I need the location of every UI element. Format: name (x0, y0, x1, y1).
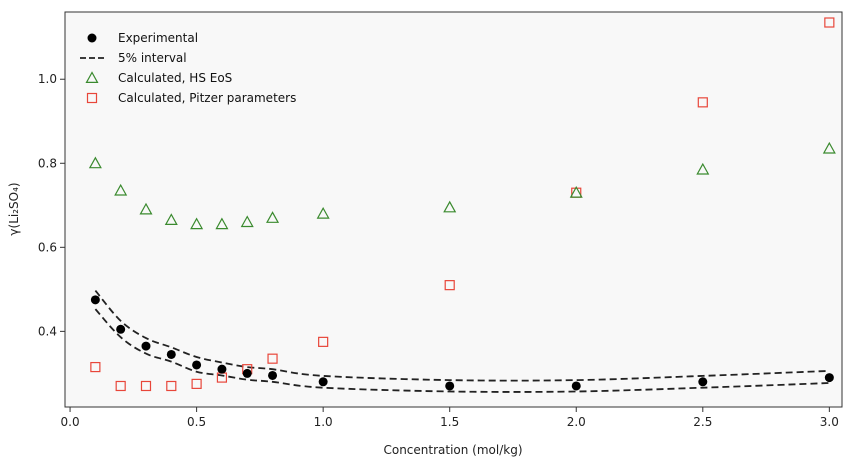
hs-eos-point (240, 215, 254, 228)
interval-line-upper (94, 290, 830, 382)
hs-eos-point (266, 211, 280, 223)
hs-eos-point (822, 141, 836, 154)
legend-entry: 5% interval (118, 51, 187, 65)
pitzer-point (318, 336, 329, 347)
experimental-point (217, 364, 227, 374)
y-tick-label: 1.0 (38, 72, 57, 86)
legend-marker (87, 33, 97, 43)
experimental-point (698, 377, 708, 387)
hs-eos-point (164, 213, 178, 226)
legend-entry: Experimental (118, 31, 198, 45)
x-axis-ticks: 0.0 0.5 1.0 1.5 2.0 2.5 3.0 (61, 407, 839, 429)
pitzer-point (191, 378, 202, 389)
interval-lines (94, 290, 830, 393)
experimental-point (141, 341, 151, 351)
x-tick-label: 1.5 (440, 415, 459, 429)
experimental-point (242, 368, 252, 378)
pitzer-point (697, 97, 708, 108)
experimental-point (824, 373, 834, 383)
legend-entry: Calculated, HS EoS (118, 71, 232, 85)
x-tick-label: 0.5 (187, 415, 206, 429)
y-tick-label: 0.4 (38, 324, 57, 338)
hs-eos-point (190, 217, 204, 230)
experimental-point (268, 370, 278, 380)
legend-marker (86, 92, 98, 104)
x-tick-label: 1.0 (314, 415, 333, 429)
hs-eos-point (88, 156, 102, 169)
x-tick-label: 2.5 (693, 415, 712, 429)
pitzer-point (140, 380, 152, 392)
experimental-point (166, 349, 176, 359)
legend-marker (85, 71, 99, 84)
pitzer-point (824, 17, 835, 28)
pitzer-point (90, 361, 101, 373)
y-tick-label: 0.8 (38, 156, 57, 170)
legend: Experimental 5% interval Calculated, HS Eo… (80, 31, 296, 105)
data-points (88, 17, 836, 392)
hs-eos-point (569, 185, 583, 198)
experimental-point (90, 295, 100, 305)
y-axis-label: γ(Li₂SO₄) (7, 182, 21, 235)
experimental-point (192, 360, 202, 370)
x-tick-label: 3.0 (820, 415, 839, 429)
hs-eos-point (316, 206, 330, 219)
experimental-point (445, 381, 455, 391)
hs-eos-point (114, 183, 128, 196)
experimental-point (318, 377, 328, 387)
legend-entry: Calculated, Pitzer parameters (118, 91, 296, 105)
pitzer-point (267, 353, 278, 364)
pitzer-point (166, 380, 177, 392)
pitzer-point (444, 280, 455, 291)
y-axis-ticks: 0.4 0.6 0.8 1.0 (38, 72, 65, 338)
hs-eos-point (139, 202, 153, 215)
x-tick-label: 0.0 (61, 415, 80, 429)
plot-frame (64, 11, 843, 408)
pitzer-point (115, 380, 126, 392)
hs-eos-point (696, 162, 710, 175)
y-tick-label: 0.6 (38, 240, 57, 254)
hs-eos-point (443, 200, 457, 213)
x-tick-label: 2.0 (567, 415, 586, 429)
hs-eos-point (215, 217, 229, 230)
experimental-point (116, 324, 126, 334)
x-axis-label: Concentration (mol/kg) (383, 443, 522, 457)
experimental-point (571, 381, 581, 391)
